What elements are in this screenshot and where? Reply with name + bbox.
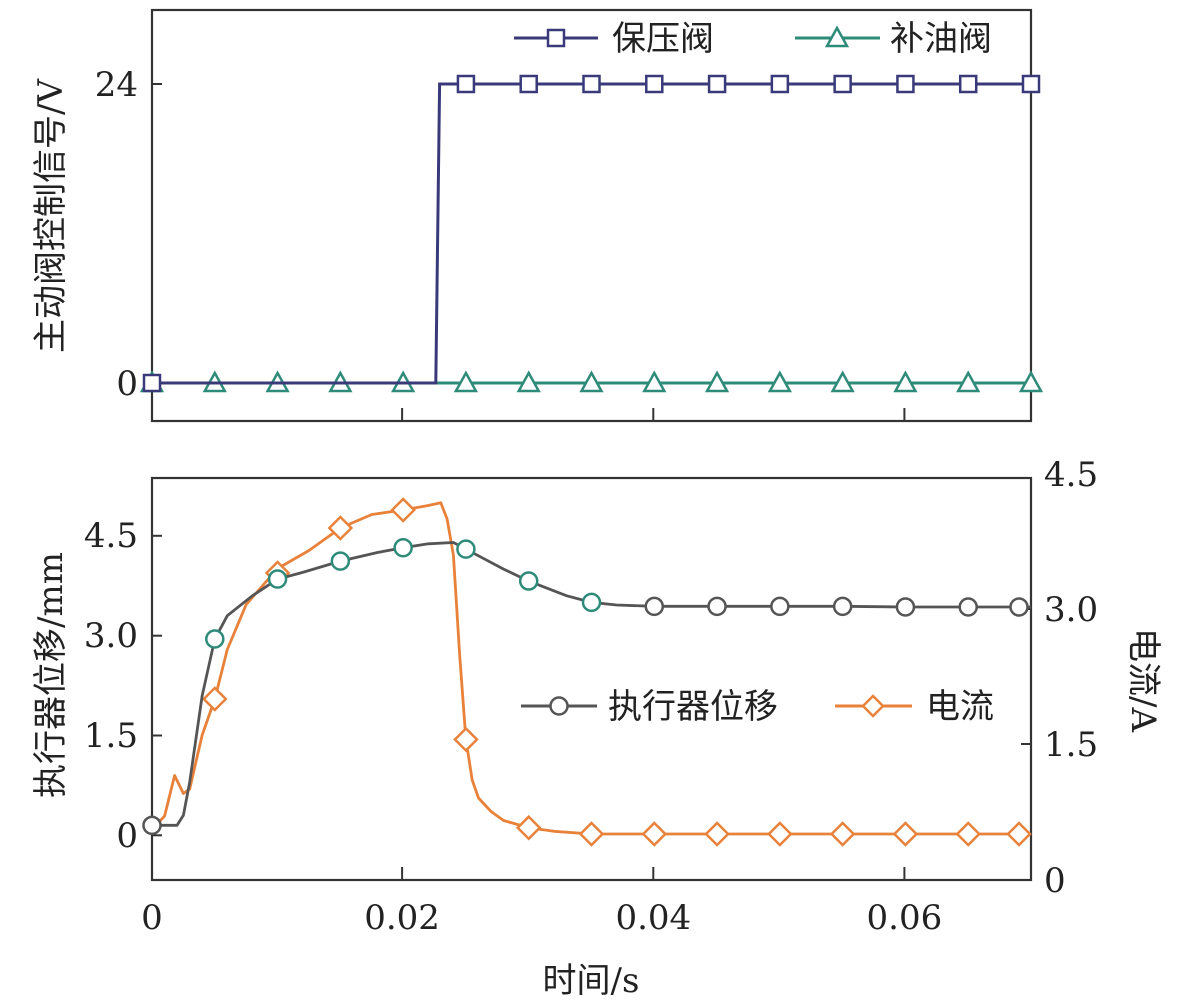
displacement-marker-7 [581,592,602,613]
left-y-tick-label-3.0: 3.0 [84,616,138,656]
top-y-tick-label-24: 24 [95,65,138,105]
pressure-valve-marker-0 [142,373,162,393]
current-marker-5 [515,814,542,841]
legend-current-marker [861,694,885,718]
legend-pressure-valve-label: 保压阀 [612,19,714,59]
legend-item-pressure-valve: 保压阀 [514,19,714,59]
refill-valve-marker-8 [642,370,667,393]
legend-item-actuator-displacement: 执行器位移 [521,687,778,727]
displacement-marker-1 [205,629,225,649]
displacement-marker-8 [644,596,665,617]
displacement-marker-11 [832,596,853,617]
legend-current-label: 电流 [926,687,994,727]
pressure-valve-marker-5 [707,74,727,94]
current-marker-2 [327,515,354,541]
legend-refill-valve-label: 补油阀 [890,19,992,59]
top-y-axis-title: 主动阀控制信号/V [31,78,71,353]
displacement-marker-4 [393,538,413,558]
refill-valve-marker-13 [956,370,981,393]
left-y-tick-label-1.5: 1.5 [84,716,138,756]
right-y-tick-label-0: 0 [1044,861,1066,901]
refill-valve-marker-9 [704,370,730,393]
displacement-series-line [152,541,1031,827]
pressure-valve-marker-6 [770,74,790,94]
current-marker-8 [704,821,730,847]
x-tick-label-0.04: 0.04 [615,898,691,938]
current-marker-0 [202,686,228,712]
current-marker-6 [578,821,605,847]
top-legend: 保压阀 补油阀 [514,19,992,59]
top-y-tick-label-0: 0 [116,364,138,404]
displacement-marker-14 [1009,597,1029,617]
right-y-tick-label-4.5: 4.5 [1044,455,1098,495]
right-y-tick-label-1.5: 1.5 [1044,725,1098,765]
pressure-valve-marker-2 [519,74,538,94]
pressure-valve-marker-10 [1021,74,1041,94]
pressure-valve-marker-3 [582,74,601,94]
pressure-valve-marker-7 [833,74,852,94]
x-tick-label-0: 0 [141,898,163,938]
bottom-series-layer [142,497,1032,847]
current-marker-7 [641,821,668,847]
current-marker-10 [829,821,856,847]
top-panel: 0 24 主动阀控制信号/V 保压阀 补油阀 [31,8,1044,423]
current-marker-13 [1006,821,1032,847]
current-marker-9 [767,821,793,847]
refill-valve-marker-5 [453,370,479,393]
displacement-marker-6 [518,571,539,591]
top-plot-frame [150,8,1033,423]
legend-item-refill-valve: 补油阀 [795,19,992,59]
left-y-tick-label-0: 0 [116,816,138,856]
displacement-marker-9 [707,596,727,617]
right-y-tick-label-3.0: 3.0 [1044,590,1098,630]
refill-valve-marker-11 [830,370,855,393]
pressure-valve-marker-1 [456,74,476,94]
legend-item-current: 电流 [835,687,994,727]
right-y-axis-title: 电流/A [1123,628,1163,732]
top-series-layer [139,74,1044,393]
current-series-line [150,501,1031,836]
pressure-valve-marker-9 [958,74,978,94]
bottom-plot-frame [150,476,1033,882]
refill-valve-marker-7 [579,370,604,393]
bottom-legend: 执行器位移 电流 [521,687,994,727]
refill-valve-marker-10 [767,370,792,393]
displacement-marker-10 [770,596,790,617]
displacement-marker-3 [330,551,351,571]
x-axis-title: 时间/s [543,961,640,1001]
displacement-marker-13 [958,597,978,617]
current-marker-11 [892,821,919,847]
bottom-panel: 0 1.5 3.0 4.5 0 1.5 3.0 4.5 0 0.02 0.04 … [31,455,1163,1001]
pressure-valve-marker-8 [896,74,915,94]
legend-pressure-valve-marker [546,28,566,48]
current-marker-4 [453,726,479,753]
displacement-marker-5 [456,539,476,559]
x-tick-label-0.06: 0.06 [867,898,943,938]
legend-displacement-marker [549,696,569,716]
refill-valve-marker-14 [1018,370,1044,393]
displacement-marker-12 [895,597,916,617]
refill-valve-marker-12 [893,370,918,393]
pressure-valve-marker-4 [645,74,664,94]
refill-valve-marker-6 [516,370,541,393]
current-marker-12 [955,821,981,847]
current-marker-3 [390,497,416,523]
left-y-axis-title: 执行器位移/mm [31,552,71,798]
legend-displacement-label: 执行器位移 [608,687,778,727]
left-y-tick-label-4.5: 4.5 [84,516,138,556]
displacement-marker-0 [142,815,162,836]
pressure-valve-series-line [152,82,1031,385]
top-gridless-ticks [152,83,906,421]
displacement-marker-2 [267,569,288,589]
x-tick-label-0.02: 0.02 [364,898,440,938]
legend-refill-valve-marker [824,25,850,48]
